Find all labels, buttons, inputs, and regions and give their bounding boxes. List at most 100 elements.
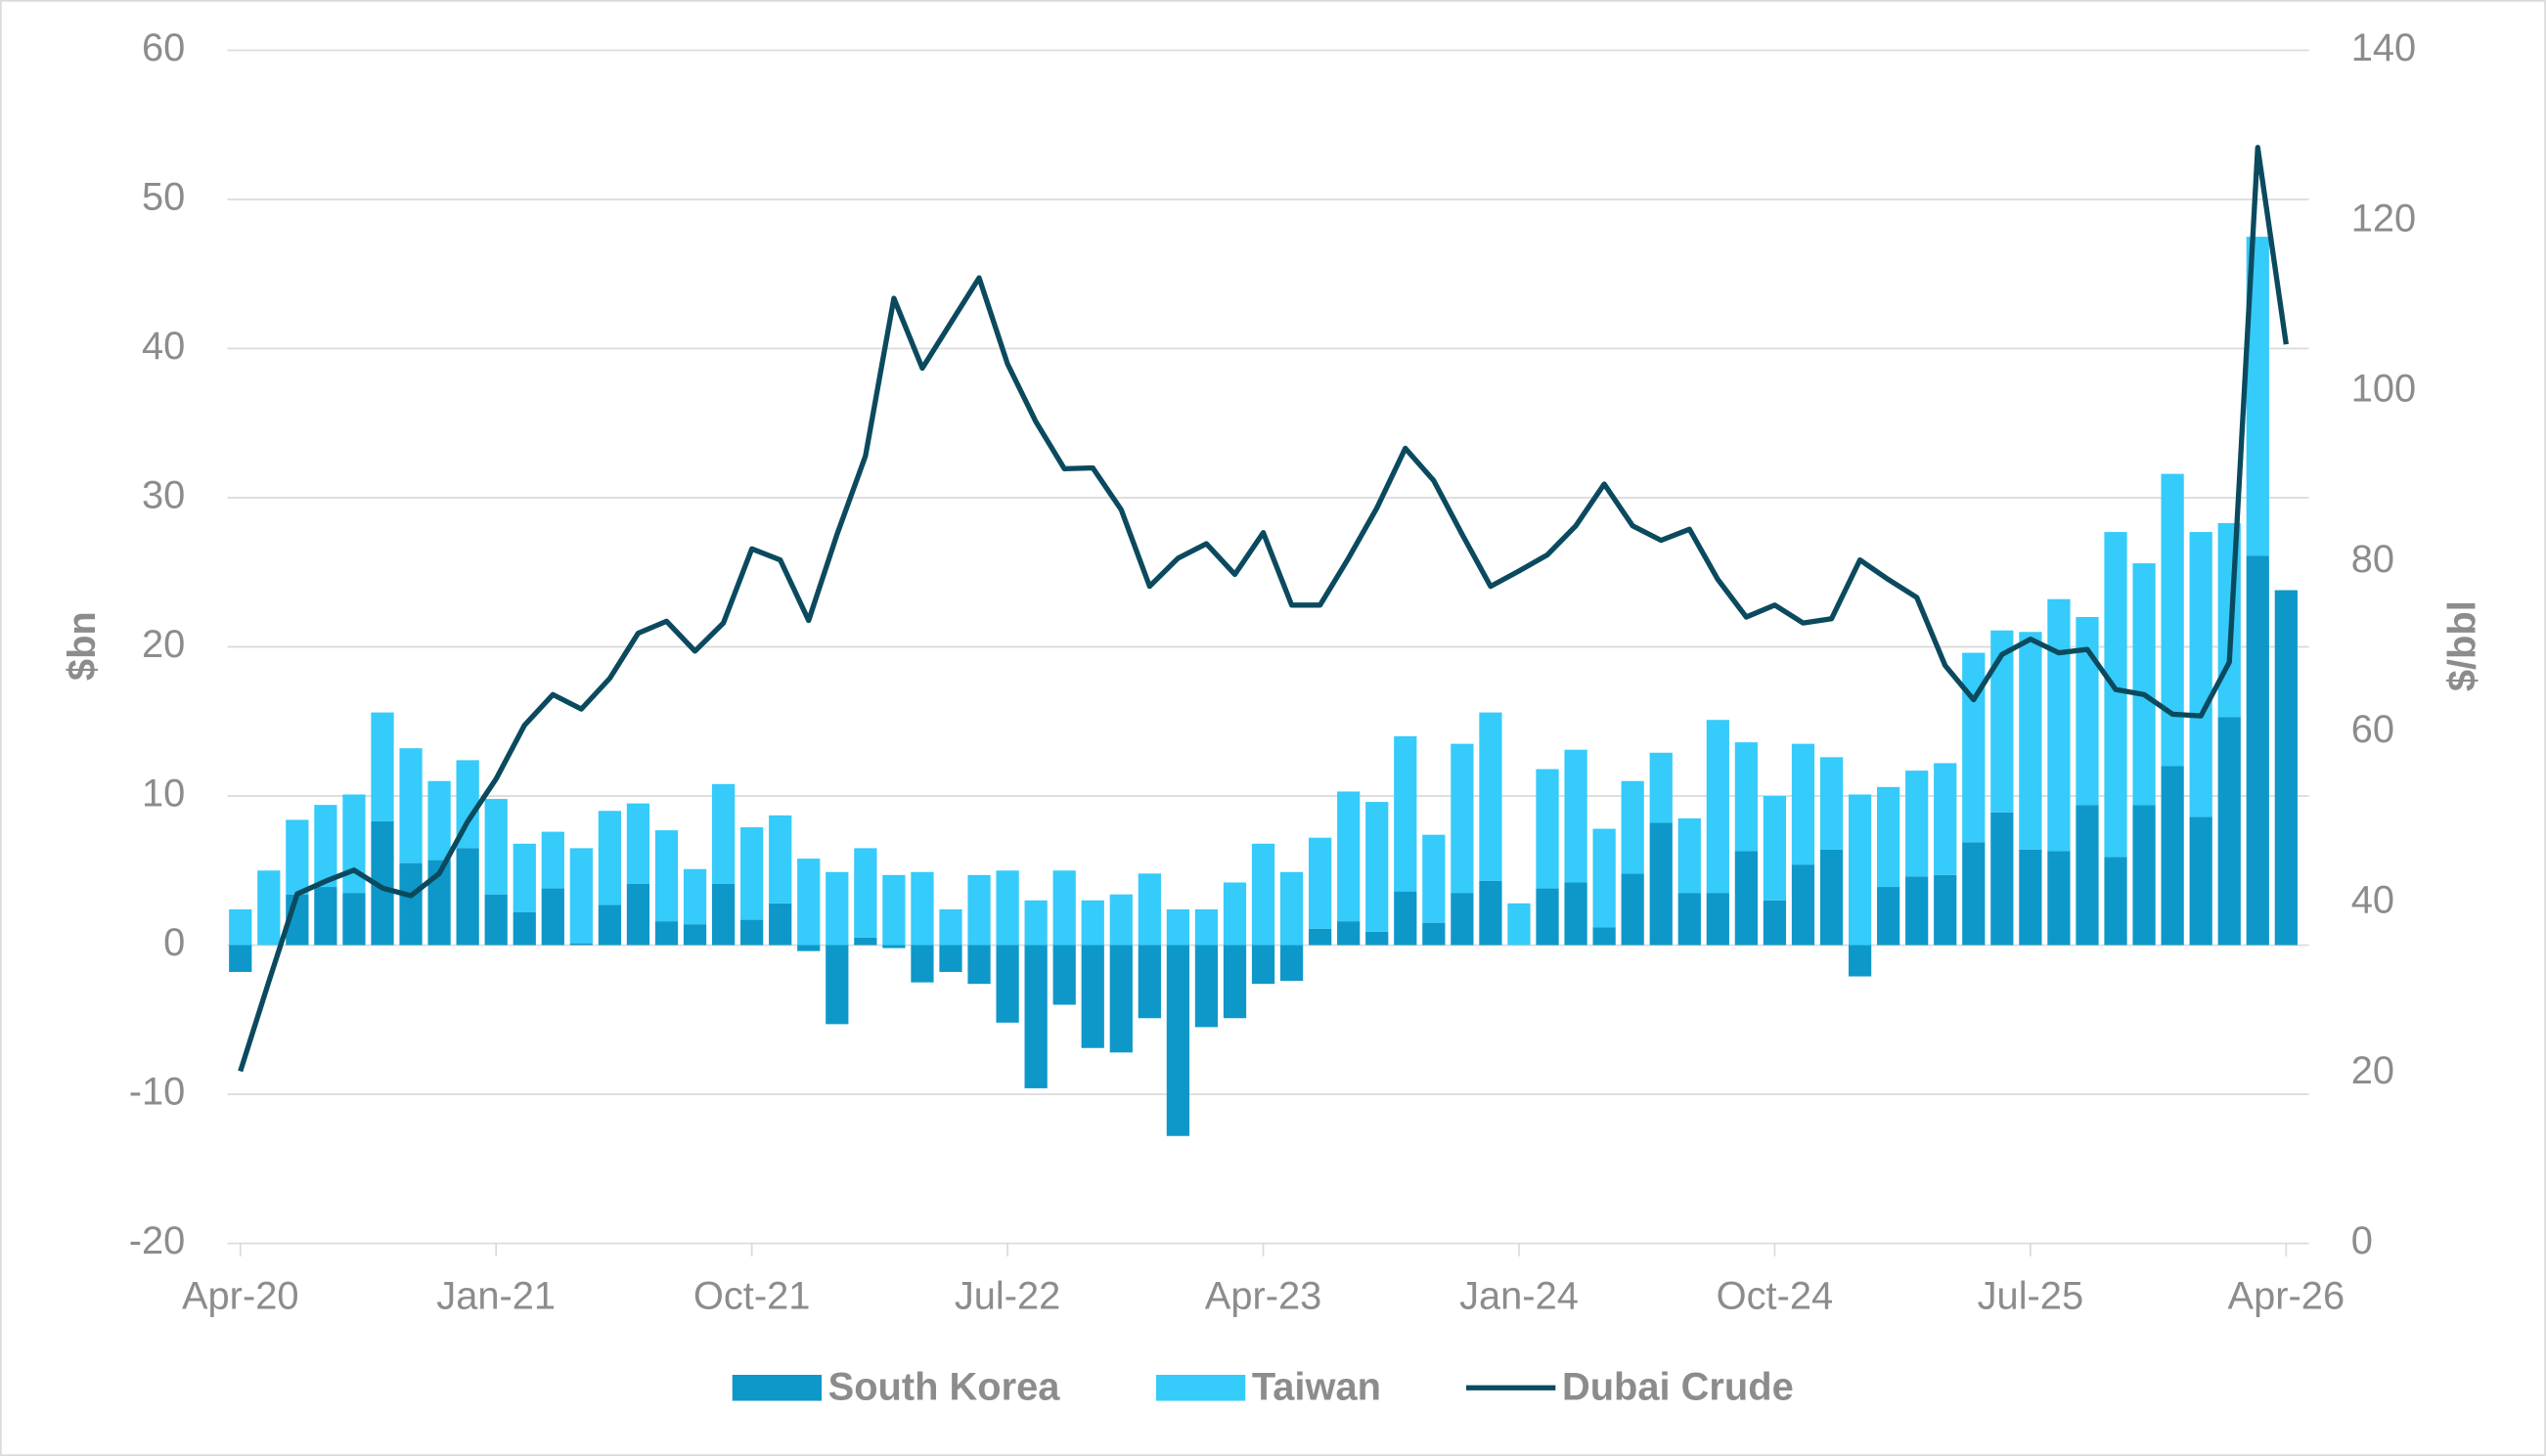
bar (1337, 921, 1361, 946)
legend-label: Taiwan (1252, 1365, 1381, 1408)
bar (342, 893, 366, 946)
bar (1451, 893, 1474, 946)
bar (1677, 817, 1701, 894)
bar (967, 874, 991, 946)
bar (939, 945, 962, 972)
bar (257, 870, 281, 946)
bar (1251, 843, 1275, 946)
bar (826, 871, 849, 946)
bar (1337, 791, 1361, 922)
bar (1962, 842, 1986, 946)
bar (882, 874, 906, 946)
bar (427, 780, 451, 860)
x-tick-label: Jul-25 (1978, 1274, 2083, 1317)
y2-axis-title: $/bbl (2440, 600, 2483, 691)
bar (484, 894, 508, 946)
bar (1024, 900, 1048, 946)
bar (2132, 563, 2156, 806)
bar (2047, 598, 2071, 852)
bar (2217, 717, 2241, 946)
x-tick-label: Apr-20 (182, 1274, 299, 1317)
bar (797, 859, 821, 946)
y-tick-label: 0 (163, 921, 185, 964)
bar (1819, 757, 1844, 850)
bar (769, 815, 792, 904)
bar (654, 830, 679, 922)
y-tick-label: 30 (142, 474, 185, 517)
bar (229, 908, 252, 946)
bar (1677, 893, 1701, 946)
bar (1422, 834, 1446, 923)
bar (2274, 590, 2298, 946)
bar (683, 868, 707, 925)
bar (996, 945, 1019, 1023)
bar (854, 848, 877, 938)
bar (1791, 864, 1815, 946)
bar (1791, 743, 1815, 865)
legend-label: Dubai Crude (1562, 1365, 1794, 1408)
bar (2189, 816, 2212, 946)
bar (1819, 849, 1844, 946)
bar (2076, 805, 2099, 946)
bar (1934, 874, 1957, 946)
bar (399, 748, 423, 863)
x-tick-label: Jul-22 (955, 1274, 1060, 1317)
bar (513, 911, 536, 946)
bar (1536, 769, 1559, 889)
bar (2161, 766, 2184, 946)
bar (541, 831, 564, 889)
bar (2189, 532, 2212, 817)
x-tick-label: Jan-21 (436, 1274, 556, 1317)
bar (626, 803, 650, 884)
bar (1592, 828, 1616, 928)
bar (1507, 903, 1531, 946)
bar (711, 883, 736, 946)
x-tick-label: Apr-26 (2228, 1274, 2345, 1317)
bar (911, 945, 934, 983)
bar (2104, 532, 2127, 858)
bar (569, 848, 593, 944)
y2-tick-label: 120 (2351, 197, 2416, 240)
bar (541, 888, 564, 946)
y2-tick-label: 80 (2351, 538, 2394, 581)
bar (399, 862, 423, 946)
bar (1706, 720, 1729, 894)
bar (314, 887, 337, 946)
y2-tick-label: 40 (2351, 878, 2394, 921)
y-tick-label: -20 (129, 1219, 186, 1262)
bar (1279, 945, 1304, 982)
bar (1934, 763, 1957, 875)
bar (1962, 652, 1986, 843)
bar (2019, 849, 2042, 946)
bar (1763, 796, 1787, 901)
bar (967, 945, 991, 985)
bar (1166, 908, 1190, 946)
bar (826, 945, 849, 1025)
bar (911, 871, 934, 946)
bar (1194, 945, 1219, 1028)
bar (371, 820, 394, 946)
bar (1592, 927, 1616, 946)
legend-swatch (732, 1375, 823, 1401)
bar (1422, 922, 1446, 946)
y-tick-label: 50 (142, 175, 185, 218)
bar (456, 760, 479, 849)
bar (427, 860, 451, 946)
x-tick-label: Oct-21 (693, 1274, 811, 1317)
bar (1621, 780, 1644, 874)
bar (314, 805, 337, 888)
y2-tick-label: 60 (2351, 708, 2394, 751)
bar (1734, 851, 1759, 946)
bar (1451, 743, 1474, 894)
bar (229, 945, 252, 972)
y-tick-label: 10 (142, 772, 185, 816)
bar (769, 903, 792, 946)
bar (1394, 736, 1417, 892)
bar (484, 799, 508, 895)
bar (1763, 900, 1787, 946)
bar (939, 908, 962, 946)
bar (1309, 837, 1332, 929)
bar (1394, 891, 1417, 946)
bar (1138, 945, 1161, 1019)
bar (1848, 794, 1872, 946)
